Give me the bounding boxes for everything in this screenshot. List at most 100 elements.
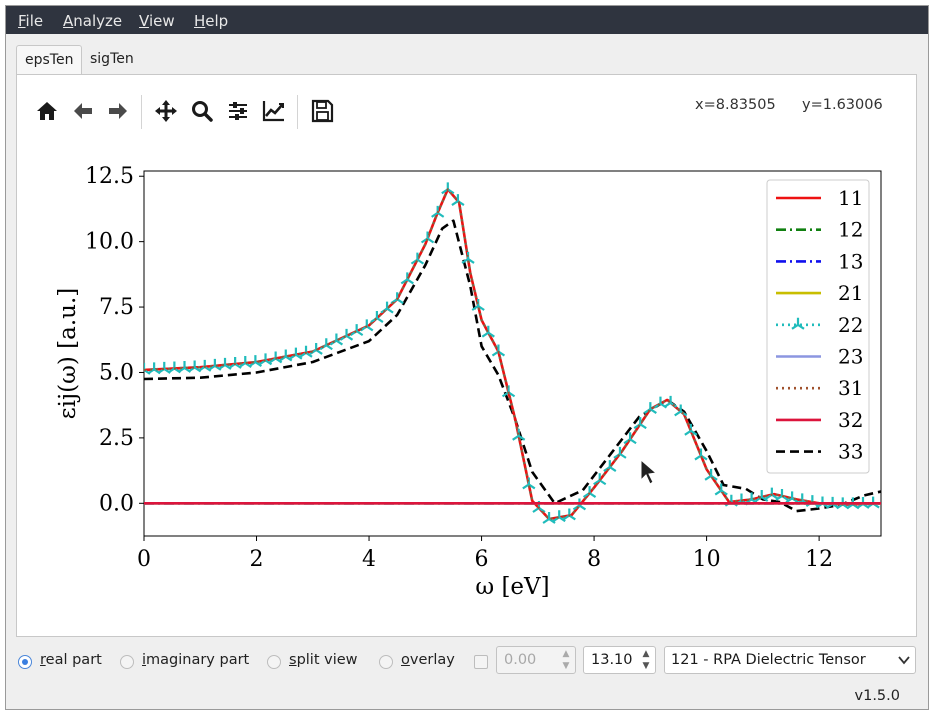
x-tick-label: 12 xyxy=(805,547,833,572)
series-marker xyxy=(791,317,805,330)
series-marker xyxy=(552,510,566,523)
series-marker xyxy=(603,460,617,472)
menubar: File Analyze View Help xyxy=(6,6,928,34)
pan-button[interactable] xyxy=(152,97,180,125)
legend-entry-33: 33 xyxy=(838,440,863,464)
series-marker xyxy=(613,446,627,459)
series-marker xyxy=(279,349,293,362)
zoom-icon xyxy=(192,101,213,122)
x-tick-label: 2 xyxy=(250,547,264,572)
series-marker xyxy=(420,231,435,244)
radio-overlay-label[interactable]: overlay xyxy=(401,652,455,668)
legend-entry-11: 11 xyxy=(838,186,863,210)
radio-real-part[interactable] xyxy=(18,655,32,669)
series-marker xyxy=(339,328,354,341)
y-tick-label: 12.5 xyxy=(85,164,134,189)
y-tick-label: 0.0 xyxy=(99,491,134,516)
y-tick-label: 10.0 xyxy=(85,230,134,255)
configure-subplots-icon xyxy=(229,102,247,120)
toolbar-separator xyxy=(297,95,298,129)
x-tick-label: 8 xyxy=(587,547,601,572)
series-marker xyxy=(512,428,526,441)
max-value: 13.10 xyxy=(591,652,633,668)
dataset-select-value: 121 - RPA Dielectric Tensor xyxy=(671,652,866,668)
series-marker xyxy=(704,468,718,481)
legend-entry-13: 13 xyxy=(838,249,863,273)
radio-imaginary-part[interactable] xyxy=(120,655,134,669)
save-figure-button[interactable] xyxy=(308,97,336,125)
tab-epsten[interactable]: epsTen xyxy=(16,45,83,76)
legend-entry-21: 21 xyxy=(838,281,863,305)
y-axis-label: εij(ω) [a.u.] xyxy=(55,288,81,420)
plot-frame xyxy=(143,170,882,537)
dataset-select[interactable]: 121 - RPA Dielectric Tensor xyxy=(664,646,916,674)
series-line-31 xyxy=(144,188,881,520)
menu-view[interactable]: View xyxy=(139,12,175,30)
spin-arrows-icon[interactable]: ▲ ▼ xyxy=(642,649,650,671)
series-marker xyxy=(329,333,344,346)
series-marker xyxy=(755,490,769,502)
x-tick-label: 0 xyxy=(137,547,151,572)
series-marker xyxy=(289,347,303,360)
series-marker xyxy=(481,325,495,338)
series-group xyxy=(144,182,881,524)
y-tick-label: 2.5 xyxy=(99,426,134,451)
legend-entry-12: 12 xyxy=(838,218,863,242)
series-marker xyxy=(400,272,414,285)
legend-entry-22: 22 xyxy=(838,313,863,337)
menu-help[interactable]: Help xyxy=(194,12,229,30)
tab-label: epsTen xyxy=(25,52,74,68)
radio-imaginary-part-label[interactable]: imaginary part xyxy=(142,652,250,668)
series-marker xyxy=(350,324,364,337)
max-value-spinbox[interactable]: 13.10 ▲ ▼ xyxy=(583,646,656,674)
menu-analyze[interactable]: Analyze xyxy=(63,12,123,30)
series-marker xyxy=(370,311,384,323)
series-marker xyxy=(674,404,688,417)
menu-file[interactable]: File xyxy=(18,12,44,30)
y-tick-label: 7.5 xyxy=(99,295,134,320)
zoom-button[interactable] xyxy=(188,97,216,125)
series-marker xyxy=(785,491,799,504)
x-tick-label: 10 xyxy=(693,547,721,572)
chevron-down-icon xyxy=(898,656,910,665)
x-tick-label: 6 xyxy=(475,547,489,572)
series-marker xyxy=(623,432,637,445)
toolbar-separator xyxy=(141,95,142,129)
series-marker xyxy=(410,252,425,265)
back-button[interactable] xyxy=(69,97,97,125)
edit-axis-icon xyxy=(262,101,284,122)
legend-entry-32: 32 xyxy=(838,408,863,432)
y-tick-label: 5.0 xyxy=(99,360,134,385)
forward-button[interactable] xyxy=(104,97,132,125)
back-arrow-icon xyxy=(74,103,92,119)
configure-subplots-button[interactable] xyxy=(224,97,252,125)
radio-real-part-label[interactable]: real part xyxy=(40,652,102,668)
home-button[interactable] xyxy=(33,97,61,125)
app-window: File Analyze View Help epsTen sigTen xyxy=(5,5,929,710)
series-marker xyxy=(643,402,657,415)
spin-arrows-icon[interactable]: ▲ ▼ xyxy=(562,649,570,671)
tab-label: sigTen xyxy=(90,51,134,67)
cursor-x-readout: x=8.83505 xyxy=(695,97,776,113)
series-marker xyxy=(542,511,556,524)
series-marker xyxy=(633,417,647,430)
plot-panel: x=8.83505 y=1.63006 0 2 4 6 8 10 12 0.0 2.5 5.0 7.… xyxy=(16,74,917,637)
mouse-pointer-icon xyxy=(640,458,658,485)
series-marker xyxy=(248,355,263,368)
min-value: 0.00 xyxy=(504,652,537,668)
legend-entry-31: 31 xyxy=(838,376,863,400)
forward-arrow-icon xyxy=(109,103,127,119)
edit-axis-button[interactable] xyxy=(260,97,288,125)
home-icon xyxy=(37,102,57,120)
min-value-spinbox[interactable]: 0.00 ▲ ▼ xyxy=(496,646,576,674)
cursor-y-readout: y=1.63006 xyxy=(802,97,883,113)
radio-split-view[interactable] xyxy=(267,655,281,669)
dielectric-plot[interactable]: 0 2 4 6 8 10 12 0.0 2.5 5.0 7.5 10.0 12.5 ω [eV] εij(ω… xyxy=(17,75,916,636)
pan-icon xyxy=(155,100,177,122)
legend-box xyxy=(766,179,870,474)
tab-sigten[interactable]: sigTen xyxy=(82,45,142,75)
radio-split-view-label[interactable]: split view xyxy=(289,652,358,668)
legend-entry-23: 23 xyxy=(838,345,863,369)
radio-overlay[interactable] xyxy=(379,655,393,669)
range-enable-checkbox[interactable] xyxy=(474,655,488,669)
